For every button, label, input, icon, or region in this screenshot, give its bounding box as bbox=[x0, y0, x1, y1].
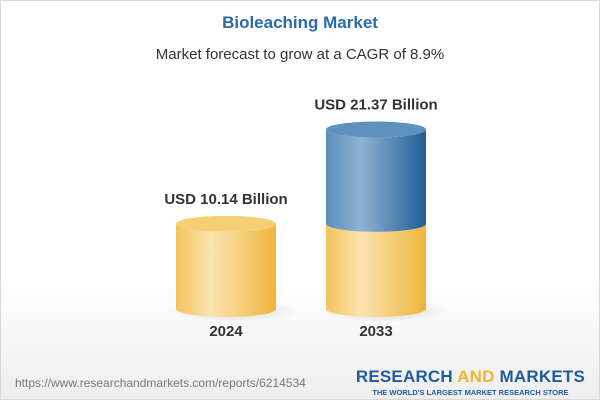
cylinder-top bbox=[326, 121, 426, 138]
cylinder-base-segment bbox=[326, 223, 426, 317]
category-label: 2033 bbox=[359, 323, 392, 340]
category-label: 2024 bbox=[209, 323, 243, 340]
value-label: USD 21.37 Billion bbox=[314, 96, 437, 113]
research-and-markets-logo: RESEARCH AND MARKETS THE WORLD'S LARGEST… bbox=[355, 367, 585, 397]
chart-title: Bioleaching Market bbox=[222, 13, 378, 32]
cylinder-chart: USD 10.14 Billion 2024 USD 21.37 Billion 20… bbox=[164, 96, 448, 340]
cylinder-growth-segment bbox=[326, 129, 426, 232]
source-url[interactable]: https://www.researchandmarkets.com/repor… bbox=[15, 376, 306, 390]
cylinder-top bbox=[176, 215, 276, 232]
logo-tagline: THE WORLD'S LARGEST MARKET RESEARCH STOR… bbox=[372, 388, 569, 397]
cylinder-base-segment bbox=[176, 223, 276, 317]
chart-subtitle: Market forecast to grow at a CAGR of 8.9… bbox=[155, 46, 445, 63]
value-label: USD 10.14 Billion bbox=[164, 191, 287, 208]
